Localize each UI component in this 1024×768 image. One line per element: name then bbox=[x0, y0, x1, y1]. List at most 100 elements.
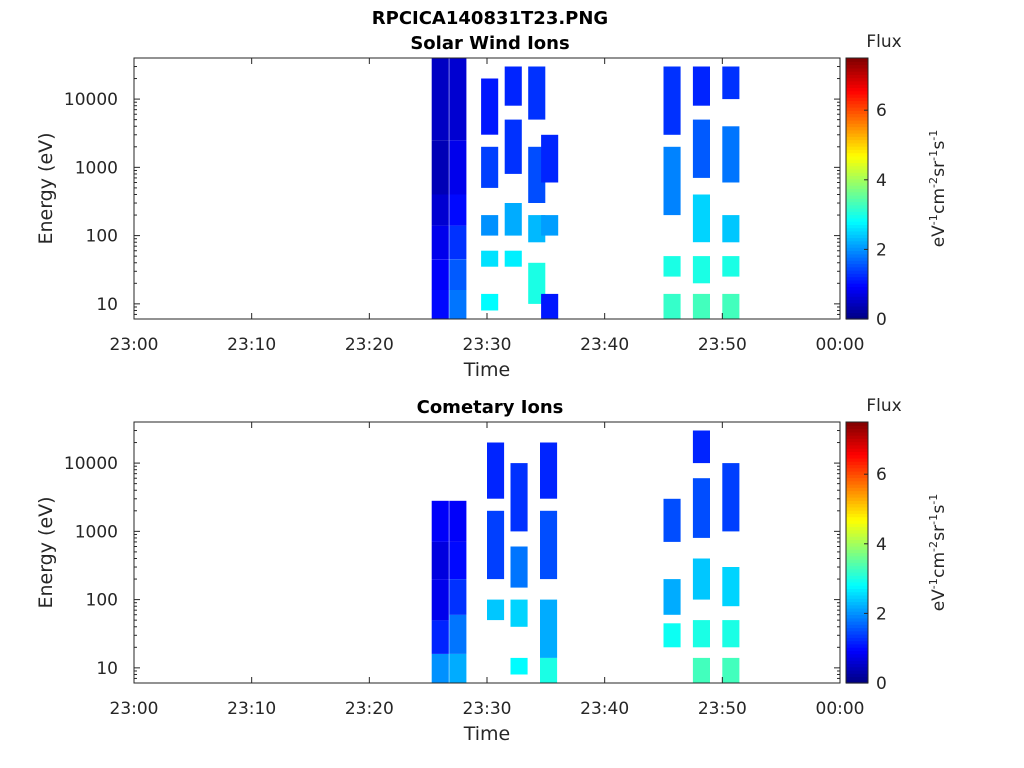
x-tick-label: 23:40 bbox=[580, 335, 629, 355]
colorbar-segment bbox=[846, 474, 868, 479]
colorbar-segment bbox=[846, 74, 868, 79]
flux-cell bbox=[722, 256, 740, 277]
colorbar-segment bbox=[846, 483, 868, 488]
colorbar-segment bbox=[846, 247, 868, 252]
flux-cell bbox=[722, 126, 740, 183]
flux-cell bbox=[504, 250, 522, 267]
colorbar-segment bbox=[846, 510, 868, 514]
x-tick-label: 23:50 bbox=[698, 699, 747, 719]
flux-cell bbox=[449, 194, 467, 226]
flux-cell bbox=[449, 225, 467, 260]
flux-cell bbox=[540, 657, 558, 683]
colorbar-segment bbox=[846, 640, 868, 645]
colorbar-title: Flux bbox=[866, 32, 901, 52]
colorbar-segment bbox=[846, 611, 868, 616]
colorbar-segment bbox=[846, 519, 868, 524]
flux-cell bbox=[692, 66, 710, 106]
flux-cell bbox=[431, 289, 449, 319]
flux-cell bbox=[692, 194, 710, 243]
flux-cell bbox=[663, 66, 681, 135]
colorbar-segment bbox=[846, 565, 868, 570]
colorbar-segment bbox=[846, 435, 868, 439]
y-tick-label: 1000 bbox=[75, 522, 118, 542]
flux-cell bbox=[449, 614, 467, 654]
y-tick-label: 10 bbox=[96, 659, 118, 679]
flux-cell bbox=[431, 259, 449, 290]
colorbar-segment bbox=[846, 490, 868, 495]
colorbar-segment bbox=[846, 536, 868, 541]
flux-cell bbox=[663, 146, 681, 216]
colorbar-segment bbox=[846, 497, 868, 501]
colorbar-segment bbox=[846, 464, 868, 469]
cometary-spectrogram bbox=[431, 430, 740, 683]
colorbar-segment bbox=[846, 270, 868, 274]
colorbar-segment bbox=[846, 283, 868, 287]
colorbar-segment bbox=[846, 84, 868, 88]
flux-cell bbox=[541, 215, 559, 236]
colorbar-unit-exponent: -1 bbox=[927, 150, 940, 161]
flux-cell bbox=[663, 623, 681, 648]
colorbar-segment bbox=[846, 457, 868, 462]
flux-cell bbox=[692, 657, 710, 683]
colorbar-segment bbox=[846, 286, 868, 291]
colorbar-segment bbox=[846, 588, 868, 593]
colorbar-segment bbox=[846, 159, 868, 163]
flux-cell bbox=[510, 463, 528, 532]
flux-cell bbox=[528, 215, 546, 243]
x-tick-label: 23:30 bbox=[463, 699, 512, 719]
flux-cell bbox=[449, 579, 467, 615]
colorbar-segment bbox=[846, 71, 868, 75]
colorbar-segment bbox=[846, 146, 868, 150]
colorbar-tick-label: 6 bbox=[876, 465, 887, 485]
colorbar-unit-exponent: -1 bbox=[927, 578, 940, 589]
colorbar-segment bbox=[846, 240, 868, 245]
flux-cell bbox=[722, 620, 740, 648]
colorbar-segment bbox=[846, 126, 868, 131]
colorbar-segment bbox=[846, 422, 868, 426]
colorbar-segment bbox=[846, 663, 868, 668]
colorbar-segment bbox=[846, 539, 868, 544]
colorbar-segment bbox=[846, 302, 868, 307]
colorbar-unit: cm bbox=[929, 188, 949, 214]
colorbar-segment bbox=[846, 676, 868, 681]
colorbar-title: Flux bbox=[866, 396, 901, 416]
x-tick-label: 23:00 bbox=[110, 699, 159, 719]
colorbar-segment bbox=[846, 221, 868, 225]
colorbar-segment bbox=[846, 503, 868, 508]
flux-cell bbox=[663, 498, 681, 542]
colorbar-unit: sr bbox=[929, 161, 949, 177]
colorbar-segment bbox=[846, 237, 868, 242]
colorbar-segment bbox=[846, 279, 868, 284]
colorbar-segment bbox=[846, 634, 868, 638]
colorbar-segment bbox=[846, 142, 868, 147]
colorbar-segment bbox=[846, 568, 868, 573]
colorbar-segment bbox=[846, 542, 868, 547]
colorbar-segment bbox=[846, 106, 868, 111]
colorbar-segment bbox=[846, 438, 868, 443]
colorbar-segment bbox=[846, 660, 868, 665]
colorbar-segment bbox=[846, 669, 868, 674]
colorbar-segment bbox=[846, 621, 868, 625]
colorbar-segment bbox=[846, 513, 868, 518]
colorbar-segment bbox=[846, 470, 868, 475]
colorbar-segment bbox=[846, 165, 868, 170]
colorbar-segment bbox=[846, 133, 868, 137]
colorbar-segment bbox=[846, 428, 868, 433]
colorbar-segment bbox=[846, 257, 868, 261]
colorbar-segment bbox=[846, 214, 868, 219]
colorbar-segment bbox=[846, 230, 868, 235]
x-tick-label: 23:10 bbox=[227, 699, 276, 719]
colorbar-tick-label: 2 bbox=[876, 240, 887, 260]
colorbar-segment bbox=[846, 152, 868, 157]
flux-cell bbox=[449, 541, 467, 579]
colorbar-segment bbox=[846, 591, 868, 596]
flux-cell bbox=[449, 500, 467, 542]
solar-wind-x-axis-label: Time bbox=[463, 359, 511, 381]
flux-cell bbox=[431, 653, 449, 683]
colorbar-segment bbox=[846, 289, 868, 294]
flux-cell bbox=[528, 262, 546, 304]
colorbar-segment bbox=[846, 594, 868, 599]
flux-cell bbox=[528, 146, 546, 203]
flux-cell bbox=[722, 657, 740, 683]
